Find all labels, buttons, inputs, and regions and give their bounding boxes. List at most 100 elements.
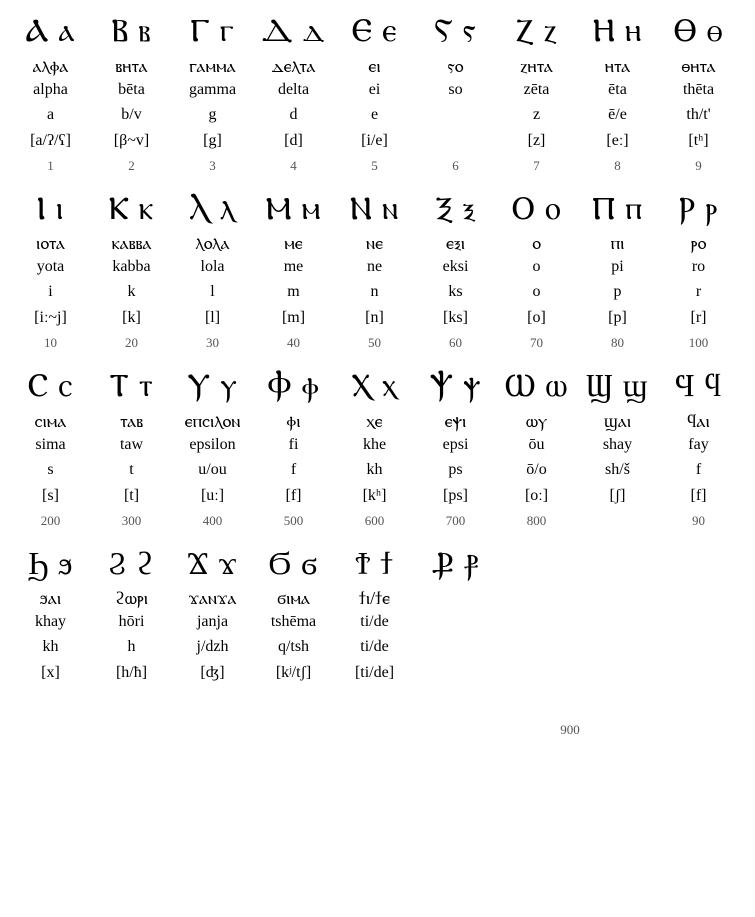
letter-ipa: [n] — [365, 305, 384, 331]
letter-numeral: 3 — [209, 154, 216, 177]
letter-transliteration: taw — [120, 433, 143, 457]
letter-ipa: [g] — [203, 128, 222, 154]
letter-transliteration: fay — [688, 433, 708, 457]
letter-cell: Ⲥ ⲥⲥⲓⲙⲁsimas[s]200 — [10, 365, 91, 532]
letter-cell: Ⲇ ⲇⲇⲉⲗⲧⲁdeltad[d]4 — [253, 10, 334, 177]
letter-sound: ks — [448, 279, 462, 305]
letter-cell: Ϥ ϥϥⲁⲓfayf[f]90 — [658, 365, 739, 532]
letter-sound: q/tsh — [278, 634, 309, 660]
letter-transliteration: yota — [37, 255, 65, 279]
letter-transliteration: janja — [197, 610, 228, 634]
letter-cell: Ⲓ ⲓⲓⲟⲧⲁyotai[iː~j]10 — [10, 187, 91, 354]
letter-glyph: Ⲯ ⲯ — [430, 365, 482, 407]
letter-sound: e — [371, 102, 378, 128]
letter-cell: Ⲗ ⲗⲗⲟⲗⲁlolal[l]30 — [172, 187, 253, 354]
letter-glyph: Ⲱ ⲱ — [505, 365, 569, 407]
letter-native-name: ⲧⲁⲃ — [120, 411, 143, 433]
letter-transliteration: sima — [35, 433, 65, 457]
letter-transliteration: gamma — [189, 78, 236, 102]
letter-ipa: [β~v] — [114, 128, 149, 154]
alphabet-row: Ⲥ ⲥⲥⲓⲙⲁsimas[s]200Ⲧ ⲧⲧⲁⲃtawt[t]300Ⲩ ⲩⲉⲡⲥ… — [10, 365, 745, 532]
alphabet-row: Ⲁ ⲁⲁⲗⲫⲁalphaa[a/ʔ/ʕ]1Ⲃ ⲃⲃⲏⲧⲁbētab/v[β~v]… — [10, 10, 745, 177]
letter-numeral: 80 — [611, 331, 624, 354]
letter-transliteration: zēta — [524, 78, 550, 102]
letter-native-name: ⲓⲟⲧⲁ — [36, 233, 65, 255]
letter-transliteration: khay — [35, 610, 66, 634]
letter-cell: Ϣ ϣϣⲁⲓshaysh/š[ʃ] — [577, 365, 658, 532]
letter-cell: Ⲛ ⲛⲛⲉnen[n]50 — [334, 187, 415, 354]
letter-cell: Ⲉ ⲉⲉⲓeie[i/e]5 — [334, 10, 415, 177]
letter-glyph: Ⲅ ⲅ — [190, 10, 235, 52]
letter-transliteration: khe — [363, 433, 386, 457]
letter-sound: s — [47, 457, 53, 483]
letter-ipa: [h/ħ] — [116, 660, 147, 686]
letter-native-name: ⲏⲧⲁ — [605, 56, 630, 78]
letter-numeral: 600 — [365, 509, 385, 532]
letter-sound: kh — [367, 457, 383, 483]
letter-glyph: Ϯ ϯ — [355, 542, 394, 584]
letter-cell: Ⲭ ⲭⲭⲉkhekh[kʰ]600 — [334, 365, 415, 532]
letter-ipa: [z] — [528, 128, 546, 154]
letter-native-name: ⲟ — [532, 233, 541, 255]
letter-native-name: ⲅⲁⲙⲙⲁ — [189, 56, 235, 78]
letter-cell: Ⲩ ⲩⲉⲡⲥⲓⲗⲟⲛepsilonu/ou[uː]400 — [172, 365, 253, 532]
letter-cell: Ϧ ϧϧⲁⲓkhaykh[x] — [10, 542, 91, 708]
letter-ipa: [p] — [608, 305, 627, 331]
letter-glyph: Ϭ ϭ — [269, 542, 319, 584]
letter-transliteration: ti/de — [360, 610, 388, 634]
letter-transliteration: o — [533, 255, 541, 279]
letter-ipa: [ti/de] — [355, 660, 394, 686]
letter-glyph: Ⲑ ⲑ — [673, 10, 723, 52]
letter-native-name: ⲡⲓ — [611, 233, 625, 255]
letter-native-name: ϫⲁⲛϫⲁ — [188, 588, 236, 610]
letter-cell: Ⲏ ⲏⲏⲧⲁētaē/e[eː]8 — [577, 10, 658, 177]
letter-transliteration: alpha — [33, 78, 68, 102]
letter-ipa: [f] — [691, 483, 707, 509]
letter-numeral: 300 — [122, 509, 142, 532]
letter-ipa: [d] — [284, 128, 303, 154]
letter-sound: sh/š — [605, 457, 630, 483]
letter-sound: ō/o — [526, 457, 546, 483]
letter-ipa: [uː] — [201, 483, 224, 509]
letter-cell: Ⲕ ⲕⲕⲁⲃⲃⲁkabbak[k]20 — [91, 187, 172, 354]
letter-cell: Ϯ ϯϯⲓ/ϯⲉti/deti/de[ti/de] — [334, 542, 415, 708]
letter-ipa: [l] — [205, 305, 220, 331]
letter-transliteration: lola — [201, 255, 225, 279]
letter-transliteration: so — [448, 78, 462, 102]
letter-cell: Ⲫ ⲫⲫⲓfif[f]500 — [253, 365, 334, 532]
letter-ipa: [f] — [286, 483, 302, 509]
letter-sound: ti/de — [360, 634, 388, 660]
letter-native-name: ⲉⲓ — [368, 56, 380, 78]
letter-sound: z — [533, 102, 540, 128]
letter-numeral: 4 — [290, 154, 297, 177]
letter-native-name: ⲉⲝⲓ — [446, 233, 465, 255]
letter-native-name: ϭⲓⲙⲁ — [277, 588, 310, 610]
letter-cell: Ⲃ ⲃⲃⲏⲧⲁbētab/v[β~v]2 — [91, 10, 172, 177]
letter-ipa: [i/e] — [361, 128, 388, 154]
letter-glyph: Ⲙ ⲙ — [265, 187, 321, 229]
letter-glyph: Ϫ ϫ — [187, 542, 238, 584]
letter-cell: Ⲅ ⲅⲅⲁⲙⲙⲁgammag[g]3 — [172, 10, 253, 177]
letter-sound: ps — [448, 457, 462, 483]
letter-sound: o — [533, 279, 541, 305]
letter-ipa: [kʰ] — [363, 483, 387, 509]
letter-cell: Ϭ ϭϭⲓⲙⲁtshēmaq/tsh[kʲ/tʃ] — [253, 542, 334, 708]
letter-transliteration: shay — [603, 433, 632, 457]
letter-sound: j/dzh — [197, 634, 229, 660]
letter-native-name: ϩⲱⲣⲓ — [115, 588, 148, 610]
letter-glyph: Ⲟ ⲟ — [512, 187, 562, 229]
letter-ipa: [eː] — [606, 128, 628, 154]
letter-ipa: [t] — [124, 483, 139, 509]
letter-transliteration: pi — [611, 255, 623, 279]
letter-ipa: [ps] — [443, 483, 468, 509]
letter-ipa: [oː] — [525, 483, 548, 509]
letter-glyph: Ⲕ ⲕ — [109, 187, 155, 229]
letter-native-name: ϣⲁⲓ — [604, 411, 631, 433]
letter-numeral: 200 — [41, 509, 61, 532]
letter-transliteration: delta — [278, 78, 309, 102]
letter-cell: Ⲋ ⲋⲋⲟso6 — [415, 10, 496, 177]
letter-glyph: Ⳁ ⳁ — [432, 542, 480, 584]
letter-numeral: 20 — [125, 331, 138, 354]
letter-ipa: [ʃ] — [610, 483, 626, 509]
letter-ipa: [x] — [41, 660, 60, 686]
